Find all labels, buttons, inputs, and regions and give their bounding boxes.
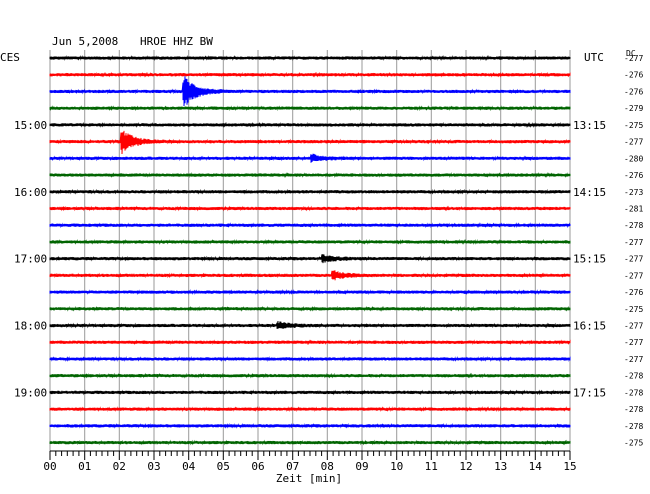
grid-lines xyxy=(49,50,571,451)
right-zone-label: UTC xyxy=(584,51,604,64)
trace-17 xyxy=(49,321,571,329)
dc-offset-label: -277 xyxy=(624,238,643,247)
x-tick-label: 02 xyxy=(113,460,126,473)
dc-offset-label: -276 xyxy=(624,288,643,297)
x-tick-label: 06 xyxy=(251,460,264,473)
x-axis: 00 01 02 03 04 05 06 07 08 09 10 11 12 13 14 15 xyxy=(43,450,577,473)
trace-15 xyxy=(49,289,571,296)
dc-offset-label: -277 xyxy=(624,338,643,347)
trace-5 xyxy=(49,121,571,128)
chart-date: Jun 5,2008 xyxy=(52,35,118,48)
dc-offset-label: -278 xyxy=(624,422,643,431)
x-tick-label: 15 xyxy=(563,460,576,473)
trace-24 xyxy=(49,439,571,446)
dc-offset-label: -277 xyxy=(624,271,643,280)
trace-11 xyxy=(49,222,571,229)
left-time-label: 16:00 xyxy=(14,186,47,199)
dc-label: DC xyxy=(626,49,636,58)
trace-6 xyxy=(49,130,571,155)
x-tick-label: 11 xyxy=(425,460,438,473)
right-time-label: 14:15 xyxy=(573,186,606,199)
dc-offset-label: -278 xyxy=(624,388,643,397)
right-time-label: 15:15 xyxy=(573,253,606,266)
dc-offset-label: -278 xyxy=(624,221,643,230)
trace-3 xyxy=(49,76,571,107)
dc-offset-label: -275 xyxy=(624,305,643,314)
dc-offset-label: -277 xyxy=(624,138,643,147)
trace-8 xyxy=(49,172,571,178)
dc-offset-label: -277 xyxy=(624,255,643,264)
trace-18 xyxy=(49,339,571,346)
trace-9 xyxy=(49,188,571,195)
trace-13 xyxy=(49,254,571,264)
left-time-label: 19:00 xyxy=(14,386,47,399)
dc-offset-label: -276 xyxy=(624,71,643,80)
dc-offset-label: -277 xyxy=(624,322,643,331)
trace-4 xyxy=(49,105,571,112)
left-zone-label: CES xyxy=(0,51,20,64)
dc-offset-label: -275 xyxy=(624,439,643,448)
trace-7 xyxy=(49,153,571,163)
dc-offset-label: -278 xyxy=(624,405,643,414)
dc-offset-label: -277 xyxy=(624,54,643,63)
dc-offset-label: -276 xyxy=(624,171,643,180)
trace-19 xyxy=(49,356,571,362)
dc-offset-label: -276 xyxy=(624,87,643,96)
right-time-label: 16:15 xyxy=(573,320,606,333)
trace-12 xyxy=(49,238,571,245)
trace-16 xyxy=(49,305,571,312)
x-tick-label: 00 xyxy=(43,460,56,473)
trace-21 xyxy=(49,389,571,396)
chart-station: HROE HHZ BW xyxy=(140,35,213,48)
trace-23 xyxy=(49,422,571,429)
dc-offset-label: -279 xyxy=(624,104,643,113)
time-labels: 15:00 16:00 17:00 18:00 19:00 13:15 14:15 15:15… xyxy=(14,119,606,400)
dc-offset-label: -281 xyxy=(624,205,643,214)
dc-offset-label: -275 xyxy=(624,121,643,130)
x-tick-label: 03 xyxy=(147,460,160,473)
trace-1 xyxy=(49,55,571,61)
left-time-label: 15:00 xyxy=(14,119,47,132)
right-time-label: 13:15 xyxy=(573,119,606,132)
left-time-label: 18:00 xyxy=(14,320,47,333)
left-time-label: 17:00 xyxy=(14,253,47,266)
x-tick-label: 07 xyxy=(286,460,299,473)
dc-offset-label: -278 xyxy=(624,372,643,381)
trace-2 xyxy=(49,71,571,78)
x-tick-label: 09 xyxy=(355,460,368,473)
x-tick-label: 08 xyxy=(321,460,334,473)
traces-group xyxy=(49,55,571,446)
dc-offset-labels: -277 -276 -276 -279 -275 -277 -280 -276 -273 -281… xyxy=(624,54,643,448)
x-tick-label: 04 xyxy=(182,460,196,473)
trace-14 xyxy=(49,270,571,281)
x-tick-label: 13 xyxy=(494,460,507,473)
right-time-label: 17:15 xyxy=(573,386,606,399)
trace-22 xyxy=(49,406,571,413)
x-tick-label: 05 xyxy=(217,460,230,473)
trace-10 xyxy=(49,205,571,212)
x-axis-title: Zeit [min] xyxy=(276,472,342,485)
dc-offset-label: -273 xyxy=(624,188,643,197)
x-tick-label: 01 xyxy=(78,460,91,473)
trace-20 xyxy=(49,372,571,379)
x-tick-label: 10 xyxy=(390,460,403,473)
x-tick-label: 14 xyxy=(529,460,543,473)
dc-offset-label: -280 xyxy=(624,154,643,163)
dc-offset-label: -277 xyxy=(624,355,643,364)
x-tick-label: 12 xyxy=(459,460,472,473)
